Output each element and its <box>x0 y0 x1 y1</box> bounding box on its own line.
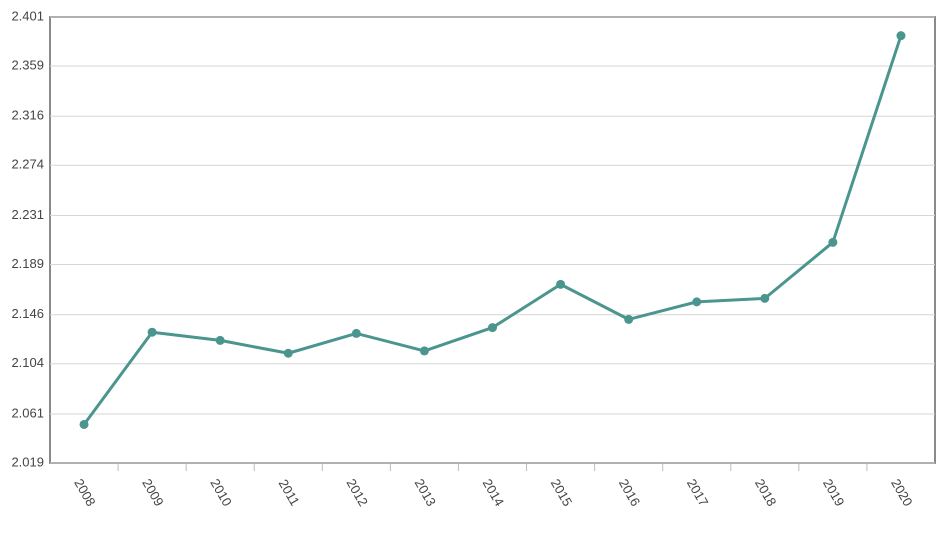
y-tick-label: 2.019 <box>11 454 44 469</box>
y-tick-label: 2.189 <box>11 256 44 271</box>
x-tick-label: 2016 <box>616 476 643 509</box>
x-tick-label: 2018 <box>752 476 779 509</box>
y-tick-label: 2.359 <box>11 57 44 72</box>
x-tick-label: 2009 <box>139 476 166 509</box>
x-tick-label: 2019 <box>820 476 847 509</box>
y-tick-label: 2.401 <box>11 8 44 23</box>
x-tick-label: 2008 <box>71 476 98 509</box>
x-tick-label: 2011 <box>276 477 303 509</box>
point <box>147 327 157 337</box>
x-tick-label: 2014 <box>480 476 507 509</box>
y-tick-label: 2.146 <box>11 306 44 321</box>
point <box>556 279 566 289</box>
x-tick-label: 2012 <box>344 476 371 509</box>
point <box>624 314 634 324</box>
point <box>283 348 293 358</box>
point <box>692 297 702 307</box>
y-tick-label: 2.231 <box>11 207 44 222</box>
point <box>351 328 361 338</box>
y-tick-label: 2.061 <box>11 405 44 420</box>
y-tick-label: 2.316 <box>11 108 44 123</box>
point <box>828 237 838 247</box>
y-tick-label: 2.274 <box>11 157 44 172</box>
y-tick-label: 2.104 <box>11 355 44 370</box>
point <box>760 293 770 303</box>
plot-frame <box>49 16 936 464</box>
x-tick-label: 2013 <box>412 476 439 509</box>
point <box>488 323 497 333</box>
point <box>215 335 225 345</box>
x-tick-label: 2010 <box>207 476 234 509</box>
x-tick-label: 2015 <box>548 476 575 509</box>
x-tick-label: 2017 <box>684 476 711 509</box>
point <box>419 346 429 356</box>
point <box>896 31 906 41</box>
point <box>79 419 89 429</box>
x-tick-label: 2020 <box>888 476 915 509</box>
